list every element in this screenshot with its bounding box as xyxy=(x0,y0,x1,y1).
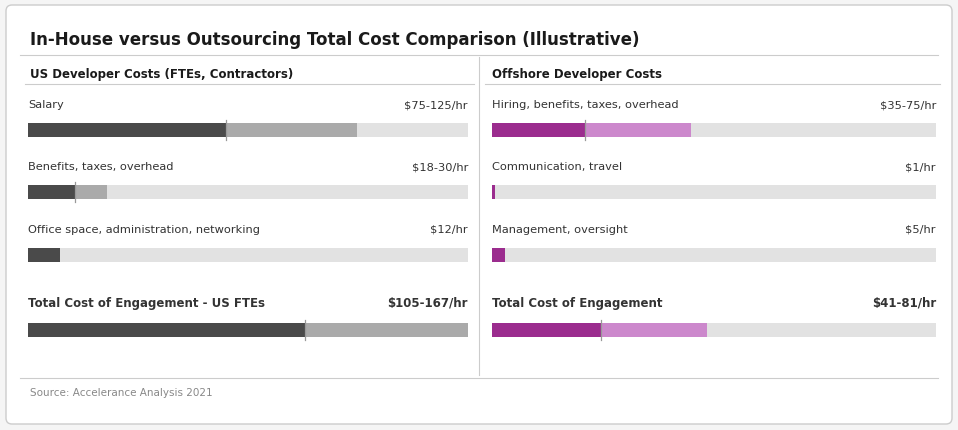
Bar xyxy=(585,124,692,138)
Bar xyxy=(492,323,601,337)
Text: Office space, administration, networking: Office space, administration, networking xyxy=(28,224,260,234)
Text: Management, oversight: Management, oversight xyxy=(492,224,627,234)
Bar xyxy=(492,186,494,200)
Bar xyxy=(492,186,936,200)
Text: Source: Accelerance Analysis 2021: Source: Accelerance Analysis 2021 xyxy=(30,387,213,397)
Bar xyxy=(492,249,505,262)
Bar xyxy=(28,323,468,337)
Bar xyxy=(28,249,468,262)
FancyBboxPatch shape xyxy=(6,6,952,424)
Text: In-House versus Outsourcing Total Cost Comparison (Illustrative): In-House versus Outsourcing Total Cost C… xyxy=(30,31,640,49)
Bar xyxy=(601,323,707,337)
Text: $35-75/hr: $35-75/hr xyxy=(879,100,936,110)
Text: $41-81/hr: $41-81/hr xyxy=(872,296,936,309)
Text: $5/hr: $5/hr xyxy=(905,224,936,234)
Bar xyxy=(76,186,107,200)
Bar xyxy=(225,124,357,138)
Bar xyxy=(492,124,585,138)
Bar xyxy=(28,186,468,200)
Text: Offshore Developer Costs: Offshore Developer Costs xyxy=(492,68,662,81)
Bar xyxy=(28,323,305,337)
Text: $18-30/hr: $18-30/hr xyxy=(412,162,468,172)
Text: Total Cost of Engagement: Total Cost of Engagement xyxy=(492,296,663,309)
Text: Hiring, benefits, taxes, overhead: Hiring, benefits, taxes, overhead xyxy=(492,100,678,110)
Text: Benefits, taxes, overhead: Benefits, taxes, overhead xyxy=(28,162,173,172)
Text: $12/hr: $12/hr xyxy=(430,224,468,234)
Bar xyxy=(492,323,936,337)
Text: Communication, travel: Communication, travel xyxy=(492,162,622,172)
Bar xyxy=(28,186,76,200)
Bar xyxy=(305,323,468,337)
Text: US Developer Costs (FTEs, Contractors): US Developer Costs (FTEs, Contractors) xyxy=(30,68,293,81)
Text: Total Cost of Engagement - US FTEs: Total Cost of Engagement - US FTEs xyxy=(28,296,265,309)
Text: Salary: Salary xyxy=(28,100,64,110)
Text: $1/hr: $1/hr xyxy=(905,162,936,172)
Bar xyxy=(28,249,59,262)
Bar xyxy=(28,124,468,138)
Bar xyxy=(492,249,936,262)
Text: $105-167/hr: $105-167/hr xyxy=(387,296,468,309)
Text: $75-125/hr: $75-125/hr xyxy=(404,100,468,110)
Bar xyxy=(492,124,936,138)
Bar xyxy=(28,124,225,138)
